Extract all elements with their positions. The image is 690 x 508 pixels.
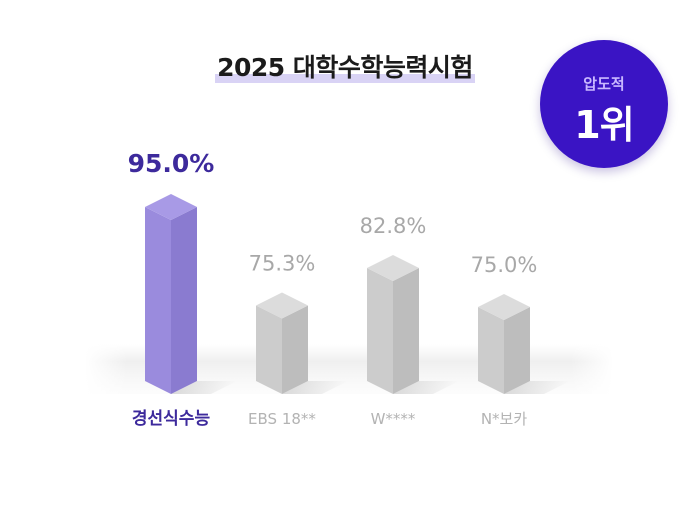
bar-3 [367, 255, 459, 394]
bar-face-left [367, 268, 393, 394]
bar-face-top [145, 194, 197, 220]
bar-face-top [256, 292, 308, 319]
bar-shadow [393, 381, 459, 394]
category-label: W**** [371, 410, 416, 428]
bar-face-right [282, 305, 308, 394]
bar-face-right [393, 268, 419, 394]
value-label: 82.8% [360, 214, 427, 238]
bar-face-right [171, 207, 197, 394]
bar-face-left [478, 307, 504, 394]
bar-2 [256, 292, 348, 394]
bar-face-left [256, 305, 282, 394]
bar-4 [478, 294, 570, 394]
bar-shadow [504, 381, 570, 394]
chart-title: 2025 대학수학능력시험 [215, 48, 475, 84]
category-label: N*보카 [481, 410, 528, 428]
value-label: 75.3% [249, 252, 316, 276]
badge-rank: 1위 [574, 103, 634, 147]
title-wrap: 2025 대학수학능력시험 [0, 48, 690, 84]
badge-subtitle: 압도적 [583, 75, 625, 93]
bar-face-top [478, 294, 530, 320]
category-label: EBS 18** [248, 410, 316, 428]
bar-shadow [282, 381, 348, 394]
rank-badge: 압도적 1위 [540, 40, 668, 168]
bar-shadow [171, 381, 237, 394]
bars-group: 95.0% 경선식수능 75.3% EBS 18** 82.8% W**** 75.0% N*… [128, 149, 570, 429]
category-label: 경선식수능 [132, 409, 211, 429]
bar-face-left [145, 207, 171, 394]
bar-face-right [504, 307, 530, 394]
value-label: 95.0% [128, 149, 215, 178]
bar-1 [145, 194, 237, 394]
value-label: 75.0% [471, 253, 538, 277]
bar-face-top [367, 255, 419, 281]
